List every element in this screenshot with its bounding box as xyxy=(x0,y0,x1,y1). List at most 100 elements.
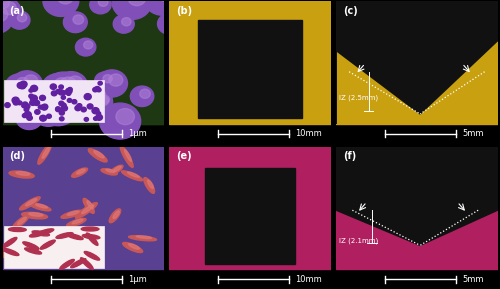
Ellipse shape xyxy=(23,242,39,249)
Circle shape xyxy=(94,86,100,91)
Circle shape xyxy=(13,100,18,105)
Circle shape xyxy=(56,107,61,112)
Bar xyxy=(4,80,104,122)
Circle shape xyxy=(50,84,56,89)
Text: 5mm: 5mm xyxy=(462,129,483,138)
Circle shape xyxy=(92,93,112,111)
Ellipse shape xyxy=(94,151,104,158)
Ellipse shape xyxy=(101,169,117,175)
Circle shape xyxy=(30,100,36,105)
Text: 1μm: 1μm xyxy=(128,275,147,284)
Ellipse shape xyxy=(122,171,143,181)
Text: (f): (f) xyxy=(342,151,356,161)
Ellipse shape xyxy=(128,244,140,249)
Circle shape xyxy=(42,104,48,109)
Circle shape xyxy=(84,118,88,121)
Ellipse shape xyxy=(87,201,93,209)
Ellipse shape xyxy=(114,166,121,171)
Circle shape xyxy=(128,0,146,6)
Circle shape xyxy=(167,16,178,26)
Ellipse shape xyxy=(36,204,48,208)
Circle shape xyxy=(0,8,8,21)
Circle shape xyxy=(38,105,42,109)
Circle shape xyxy=(34,110,40,114)
Circle shape xyxy=(94,117,98,120)
Circle shape xyxy=(71,82,112,118)
Circle shape xyxy=(61,103,66,108)
Circle shape xyxy=(61,91,66,95)
Circle shape xyxy=(29,89,33,92)
Ellipse shape xyxy=(42,147,50,158)
Ellipse shape xyxy=(113,211,119,218)
Circle shape xyxy=(144,0,182,15)
Ellipse shape xyxy=(88,149,107,162)
Text: (c): (c) xyxy=(342,6,357,16)
Ellipse shape xyxy=(122,242,142,253)
Circle shape xyxy=(59,101,64,105)
Ellipse shape xyxy=(61,210,82,218)
Ellipse shape xyxy=(30,231,46,237)
Circle shape xyxy=(30,95,38,101)
Circle shape xyxy=(158,14,182,34)
Circle shape xyxy=(27,116,32,120)
Text: 10mm: 10mm xyxy=(295,275,322,284)
Circle shape xyxy=(42,74,74,101)
Bar xyxy=(336,1,498,124)
Ellipse shape xyxy=(84,251,100,260)
Circle shape xyxy=(94,72,116,90)
Ellipse shape xyxy=(72,168,88,177)
Circle shape xyxy=(98,81,102,85)
Bar xyxy=(170,147,330,269)
Circle shape xyxy=(96,114,102,120)
Circle shape xyxy=(22,114,27,118)
Ellipse shape xyxy=(6,248,18,254)
Text: 10mm: 10mm xyxy=(295,129,322,138)
Circle shape xyxy=(59,85,64,89)
Circle shape xyxy=(68,99,71,102)
Circle shape xyxy=(41,104,48,110)
Circle shape xyxy=(22,104,26,108)
Circle shape xyxy=(60,77,76,92)
Circle shape xyxy=(93,88,98,92)
Ellipse shape xyxy=(67,211,79,215)
Circle shape xyxy=(66,92,70,95)
Circle shape xyxy=(112,0,152,19)
Circle shape xyxy=(130,86,154,107)
Circle shape xyxy=(84,94,91,100)
Circle shape xyxy=(58,0,74,4)
Circle shape xyxy=(44,72,82,105)
Circle shape xyxy=(92,108,99,114)
Circle shape xyxy=(40,115,46,121)
Ellipse shape xyxy=(77,244,88,248)
Circle shape xyxy=(87,104,93,109)
Circle shape xyxy=(109,74,123,86)
Circle shape xyxy=(103,75,113,83)
Ellipse shape xyxy=(0,247,21,257)
Bar xyxy=(170,1,330,124)
Circle shape xyxy=(24,75,38,87)
Circle shape xyxy=(46,114,52,118)
Circle shape xyxy=(77,104,82,108)
Ellipse shape xyxy=(18,217,26,225)
Ellipse shape xyxy=(66,218,86,227)
Circle shape xyxy=(73,15,84,24)
Circle shape xyxy=(26,110,38,120)
Circle shape xyxy=(54,72,88,101)
Circle shape xyxy=(12,97,19,103)
Circle shape xyxy=(0,0,10,8)
Circle shape xyxy=(6,74,33,98)
Ellipse shape xyxy=(22,212,48,219)
Circle shape xyxy=(31,96,66,126)
Text: 5mm: 5mm xyxy=(462,275,483,284)
Circle shape xyxy=(22,102,28,107)
Ellipse shape xyxy=(82,234,100,239)
Ellipse shape xyxy=(72,243,90,251)
Ellipse shape xyxy=(20,197,40,210)
Ellipse shape xyxy=(60,260,74,269)
Circle shape xyxy=(24,112,32,118)
Ellipse shape xyxy=(148,180,154,189)
Ellipse shape xyxy=(66,234,83,240)
Circle shape xyxy=(52,91,57,96)
Ellipse shape xyxy=(144,177,154,193)
Circle shape xyxy=(116,108,134,125)
